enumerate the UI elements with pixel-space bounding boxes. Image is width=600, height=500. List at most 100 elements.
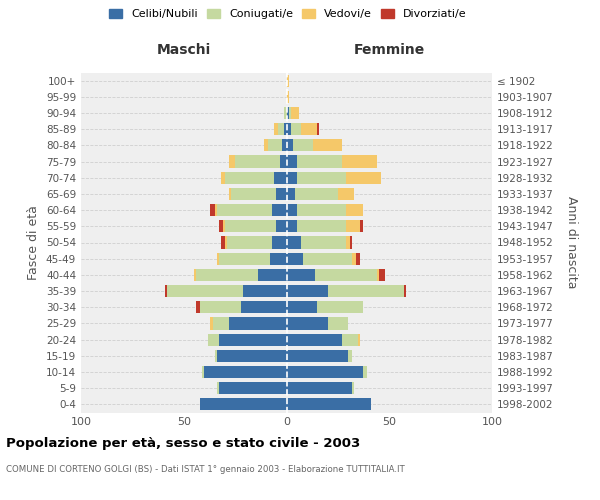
Bar: [404, 285, 406, 297]
Bar: [225, 172, 274, 184]
Bar: [215, 350, 217, 362]
Bar: [379, 269, 385, 281]
Bar: [287, 269, 315, 281]
Bar: [287, 318, 328, 330]
Bar: [287, 188, 295, 200]
Bar: [221, 172, 225, 184]
Bar: [287, 90, 289, 103]
Bar: [280, 156, 287, 168]
Text: Popolazione per età, sesso e stato civile - 2003: Popolazione per età, sesso e stato civil…: [6, 438, 360, 450]
Bar: [217, 252, 218, 265]
Bar: [362, 366, 367, 378]
Bar: [346, 236, 350, 248]
Bar: [217, 350, 287, 362]
Bar: [317, 123, 319, 135]
Y-axis label: Anni di nascita: Anni di nascita: [565, 196, 578, 288]
Bar: [283, 140, 287, 151]
Bar: [287, 220, 297, 232]
Bar: [276, 188, 287, 200]
Bar: [270, 252, 287, 265]
Bar: [218, 382, 287, 394]
Bar: [303, 252, 352, 265]
Y-axis label: Fasce di età: Fasce di età: [28, 205, 40, 280]
Bar: [196, 301, 200, 314]
Bar: [229, 318, 287, 330]
Bar: [346, 220, 361, 232]
Bar: [284, 107, 287, 119]
Bar: [287, 123, 290, 135]
Bar: [352, 252, 356, 265]
Bar: [205, 366, 287, 378]
Bar: [287, 285, 328, 297]
Bar: [276, 220, 287, 232]
Bar: [227, 236, 272, 248]
Bar: [301, 123, 317, 135]
Bar: [295, 188, 338, 200]
Bar: [287, 334, 342, 345]
Bar: [377, 269, 379, 281]
Text: Maschi: Maschi: [157, 44, 211, 58]
Bar: [361, 220, 362, 232]
Bar: [287, 382, 352, 394]
Bar: [272, 236, 287, 248]
Bar: [284, 123, 287, 135]
Bar: [287, 74, 289, 86]
Bar: [346, 172, 381, 184]
Bar: [338, 188, 355, 200]
Bar: [297, 204, 346, 216]
Bar: [287, 252, 303, 265]
Bar: [244, 285, 287, 297]
Bar: [287, 350, 348, 362]
Bar: [258, 269, 287, 281]
Bar: [196, 269, 258, 281]
Bar: [221, 236, 225, 248]
Bar: [229, 188, 231, 200]
Bar: [218, 220, 223, 232]
Text: COMUNE DI CORTENO GOLGI (BS) - Dati ISTAT 1° gennaio 2003 - Elaborazione TUTTITA: COMUNE DI CORTENO GOLGI (BS) - Dati ISTA…: [6, 465, 405, 474]
Bar: [264, 140, 268, 151]
Bar: [297, 220, 346, 232]
Bar: [241, 301, 287, 314]
Bar: [352, 382, 355, 394]
Bar: [218, 252, 270, 265]
Bar: [328, 285, 404, 297]
Bar: [274, 172, 287, 184]
Bar: [315, 269, 377, 281]
Bar: [211, 318, 212, 330]
Bar: [287, 398, 371, 410]
Bar: [229, 156, 235, 168]
Bar: [313, 140, 342, 151]
Bar: [165, 285, 167, 297]
Bar: [194, 269, 196, 281]
Bar: [297, 156, 342, 168]
Bar: [290, 107, 299, 119]
Bar: [274, 123, 278, 135]
Bar: [350, 236, 352, 248]
Bar: [225, 236, 227, 248]
Bar: [348, 350, 352, 362]
Bar: [235, 156, 280, 168]
Bar: [290, 123, 301, 135]
Bar: [212, 318, 229, 330]
Bar: [342, 334, 358, 345]
Bar: [297, 172, 346, 184]
Bar: [211, 204, 215, 216]
Bar: [218, 334, 287, 345]
Bar: [317, 301, 362, 314]
Bar: [278, 123, 284, 135]
Bar: [342, 156, 377, 168]
Bar: [328, 318, 348, 330]
Bar: [231, 188, 276, 200]
Bar: [167, 285, 244, 297]
Bar: [346, 204, 362, 216]
Bar: [358, 334, 361, 345]
Bar: [272, 204, 287, 216]
Bar: [301, 236, 346, 248]
Bar: [287, 107, 289, 119]
Bar: [287, 366, 362, 378]
Bar: [287, 172, 297, 184]
Bar: [293, 140, 313, 151]
Legend: Celibi/Nubili, Coniugati/e, Vedovi/e, Divorziati/e: Celibi/Nubili, Coniugati/e, Vedovi/e, Di…: [105, 4, 471, 24]
Bar: [289, 107, 290, 119]
Bar: [268, 140, 283, 151]
